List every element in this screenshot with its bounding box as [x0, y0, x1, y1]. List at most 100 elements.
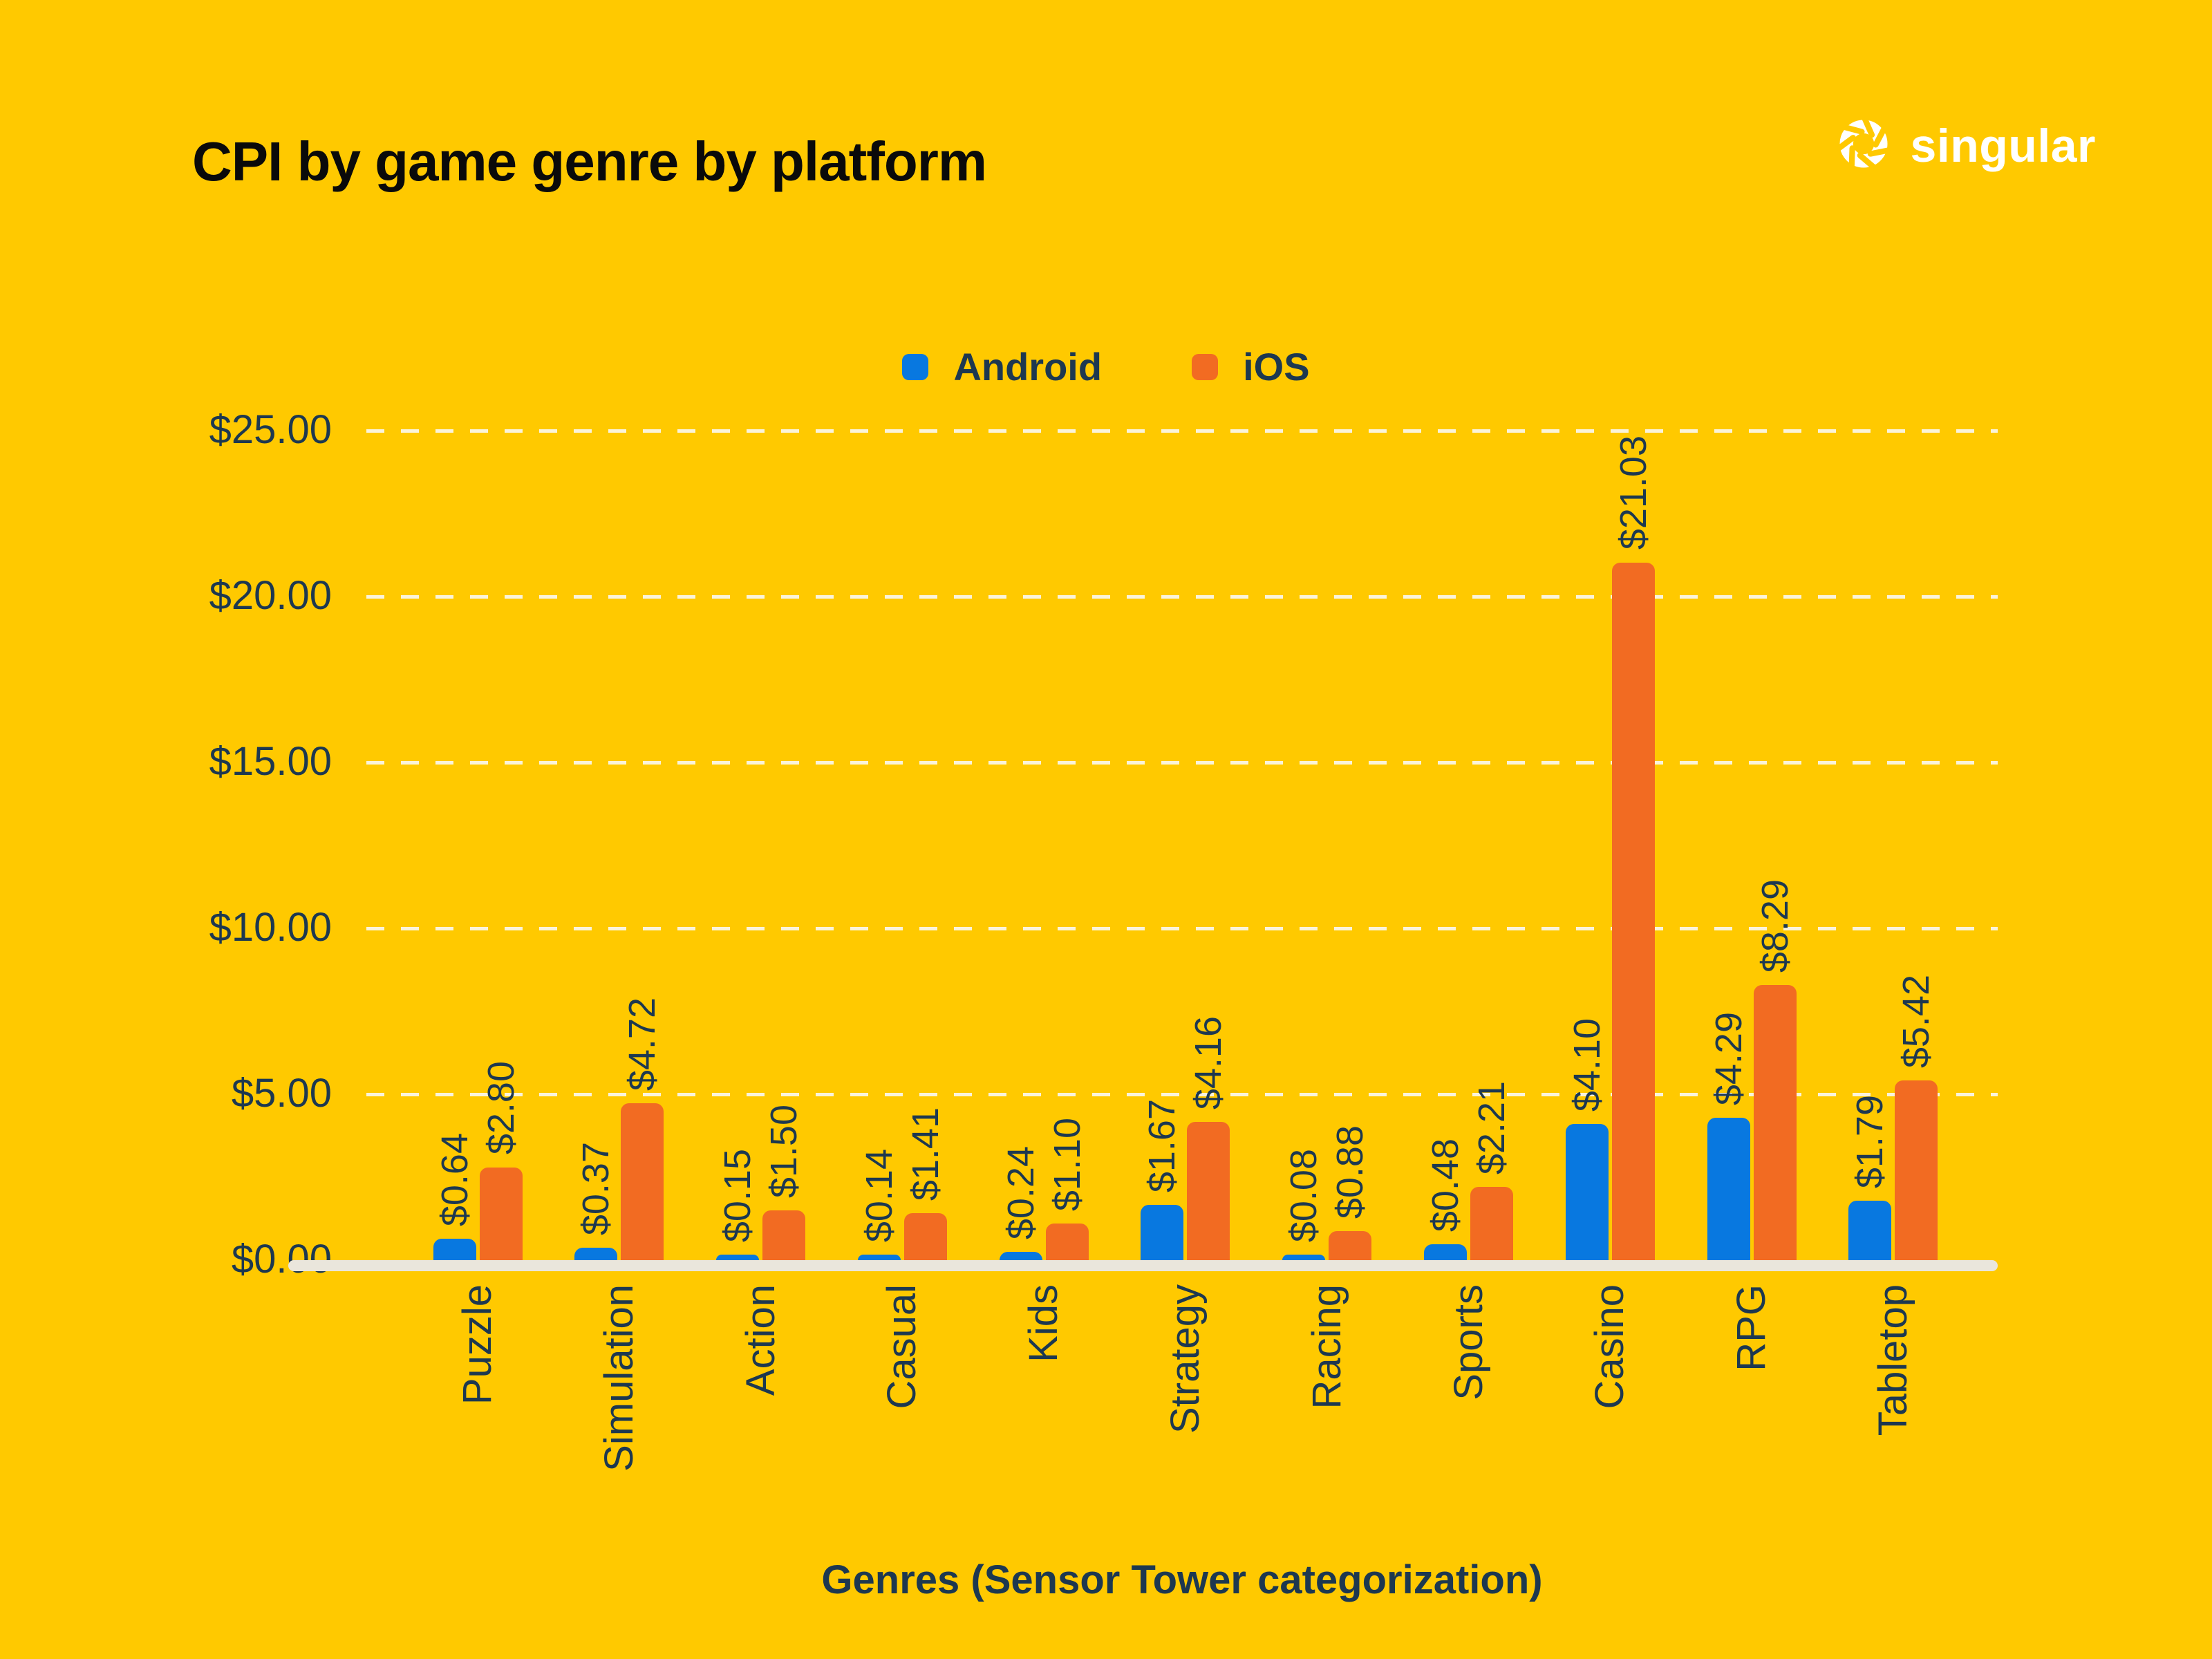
bar-android-simulation [574, 1248, 618, 1260]
bar-ios-sports [1470, 1186, 1514, 1260]
singular-logo: singular [1832, 112, 2097, 179]
gridline-15 [366, 761, 1998, 765]
bar-group-simulation: $0.37 $4.72 [574, 372, 665, 1260]
bar-col-android-puzzle: $0.64 [433, 372, 476, 1260]
y-tick-0: $0.00 [231, 1237, 332, 1282]
x-label-racing: Racing [1304, 1284, 1349, 1409]
x-label-cell-sports: Sports [1423, 1284, 1515, 1472]
value-label-android-rpg: $4.29 [1707, 1011, 1750, 1106]
bar-ios-action [762, 1210, 806, 1260]
singular-wordmark: singular [1910, 119, 2096, 172]
bar-col-android-casino: $4.10 [1565, 372, 1609, 1260]
x-label-casino: Casino [1587, 1284, 1633, 1409]
value-label-android-casino: $4.10 [1566, 1018, 1608, 1112]
gridline-25 [366, 429, 1998, 433]
x-label-casual: Casual [879, 1284, 925, 1409]
y-tick-15: $15.00 [209, 739, 332, 784]
bar-group-casual: $0.14 $1.41 [856, 372, 948, 1260]
bar-ios-puzzle [479, 1167, 523, 1260]
value-label-ios-action: $1.50 [763, 1104, 805, 1198]
y-tick-10: $10.00 [209, 905, 332, 950]
bar-col-ios-rpg: $8.29 [1753, 372, 1797, 1260]
bar-col-android-kids: $0.24 [999, 372, 1042, 1260]
value-label-android-tabletop: $1.79 [1849, 1094, 1891, 1189]
value-label-ios-strategy: $4.16 [1188, 1016, 1230, 1110]
bar-col-android-rpg: $4.29 [1707, 372, 1750, 1260]
y-tick-20: $20.00 [209, 573, 332, 618]
chart-legend: Android iOS [0, 344, 2212, 389]
x-label-cell-kids: Kids [998, 1284, 1089, 1472]
x-label-sports: Sports [1445, 1284, 1491, 1400]
bar-group-sports: $0.48 $2.21 [1423, 372, 1515, 1260]
bar-col-android-simulation: $0.37 [574, 372, 618, 1260]
bar-ios-simulation [621, 1103, 664, 1260]
x-label-cell-puzzle: Puzzle [432, 1284, 523, 1472]
bar-android-tabletop [1848, 1201, 1892, 1260]
legend-label-ios: iOS [1243, 345, 1310, 388]
bar-col-ios-action: $1.50 [762, 372, 806, 1260]
bar-group-casino: $4.10 $21.03 [1564, 372, 1656, 1260]
bar-android-sports [1424, 1244, 1468, 1260]
bar-col-ios-tabletop: $5.42 [1895, 372, 1938, 1260]
bar-group-rpg: $4.29 $8.29 [1706, 372, 1797, 1260]
bar-col-android-action: $0.15 [716, 372, 760, 1260]
bar-android-puzzle [433, 1239, 476, 1260]
value-label-android-racing: $0.08 [1283, 1148, 1325, 1242]
y-tick-25: $25.00 [209, 407, 332, 452]
value-label-ios-sports: $2.21 [1471, 1080, 1513, 1174]
value-label-android-puzzle: $0.64 [433, 1133, 476, 1227]
bar-col-android-casual: $0.14 [857, 372, 901, 1260]
value-label-ios-racing: $0.88 [1329, 1125, 1371, 1219]
bar-col-android-racing: $0.08 [1282, 372, 1326, 1260]
legend-swatch-android [902, 353, 929, 380]
value-label-android-action: $0.15 [717, 1148, 759, 1242]
x-label-tabletop: Tabletop [1870, 1284, 1915, 1436]
x-label-action: Action [738, 1284, 783, 1396]
bar-col-ios-puzzle: $2.80 [479, 372, 523, 1260]
bar-col-ios-racing: $0.88 [1329, 372, 1372, 1260]
singular-swirl-icon [1832, 112, 1895, 179]
value-label-ios-puzzle: $2.80 [480, 1061, 522, 1155]
bar-group-racing: $0.08 $0.88 [1282, 372, 1373, 1260]
bar-group-action: $0.15 $1.50 [715, 372, 807, 1260]
x-label-cell-simulation: Simulation [574, 1284, 665, 1472]
value-label-android-sports: $0.48 [1425, 1138, 1467, 1232]
y-tick-5: $5.00 [231, 1071, 332, 1116]
x-axis-title: Genres (Sensor Tower categorization) [821, 1557, 1543, 1602]
bar-android-strategy [1141, 1204, 1184, 1260]
x-label-cell-casino: Casino [1564, 1284, 1656, 1472]
value-label-ios-rpg: $8.29 [1754, 879, 1796, 973]
x-label-cell-racing: Racing [1282, 1284, 1373, 1472]
x-axis-baseline [288, 1260, 1998, 1271]
bar-plot-area: $0.64 $2.80 $0.37 $4.72 $0.15 $1.50 $0.14 $1.41… [366, 372, 1998, 1260]
value-label-ios-tabletop: $5.42 [1895, 974, 1938, 1068]
x-label-cell-action: Action [715, 1284, 807, 1472]
x-label-cell-tabletop: Tabletop [1848, 1284, 1939, 1472]
bar-ios-strategy [1187, 1122, 1230, 1260]
gridline-5 [366, 1093, 1998, 1096]
bar-group-strategy: $1.67 $4.16 [1140, 372, 1231, 1260]
x-label-simulation: Simulation [596, 1284, 641, 1472]
bar-ios-rpg [1753, 985, 1797, 1260]
x-label-cell-casual: Casual [856, 1284, 948, 1472]
legend-item-android: Android [902, 344, 1102, 389]
bar-col-ios-casino: $21.03 [1611, 372, 1655, 1260]
bar-ios-casual [903, 1213, 947, 1260]
value-label-android-casual: $0.14 [858, 1148, 900, 1242]
bar-col-android-tabletop: $1.79 [1848, 372, 1892, 1260]
bar-android-rpg [1707, 1118, 1750, 1260]
bar-android-casino [1565, 1124, 1609, 1260]
legend-label-android: Android [953, 345, 1103, 388]
x-label-puzzle: Puzzle [455, 1284, 500, 1405]
value-label-ios-casual: $1.41 [904, 1107, 946, 1201]
bar-android-action [716, 1255, 760, 1260]
x-label-rpg: RPG [1729, 1284, 1774, 1371]
value-label-android-kids: $0.24 [1000, 1146, 1042, 1240]
value-label-ios-simulation: $4.72 [621, 997, 664, 1091]
bar-ios-casino [1611, 562, 1655, 1260]
gridline-20 [366, 595, 1998, 599]
value-label-android-simulation: $0.37 [575, 1142, 617, 1236]
bar-col-android-strategy: $1.67 [1141, 372, 1184, 1260]
value-label-android-strategy: $1.67 [1141, 1098, 1183, 1192]
